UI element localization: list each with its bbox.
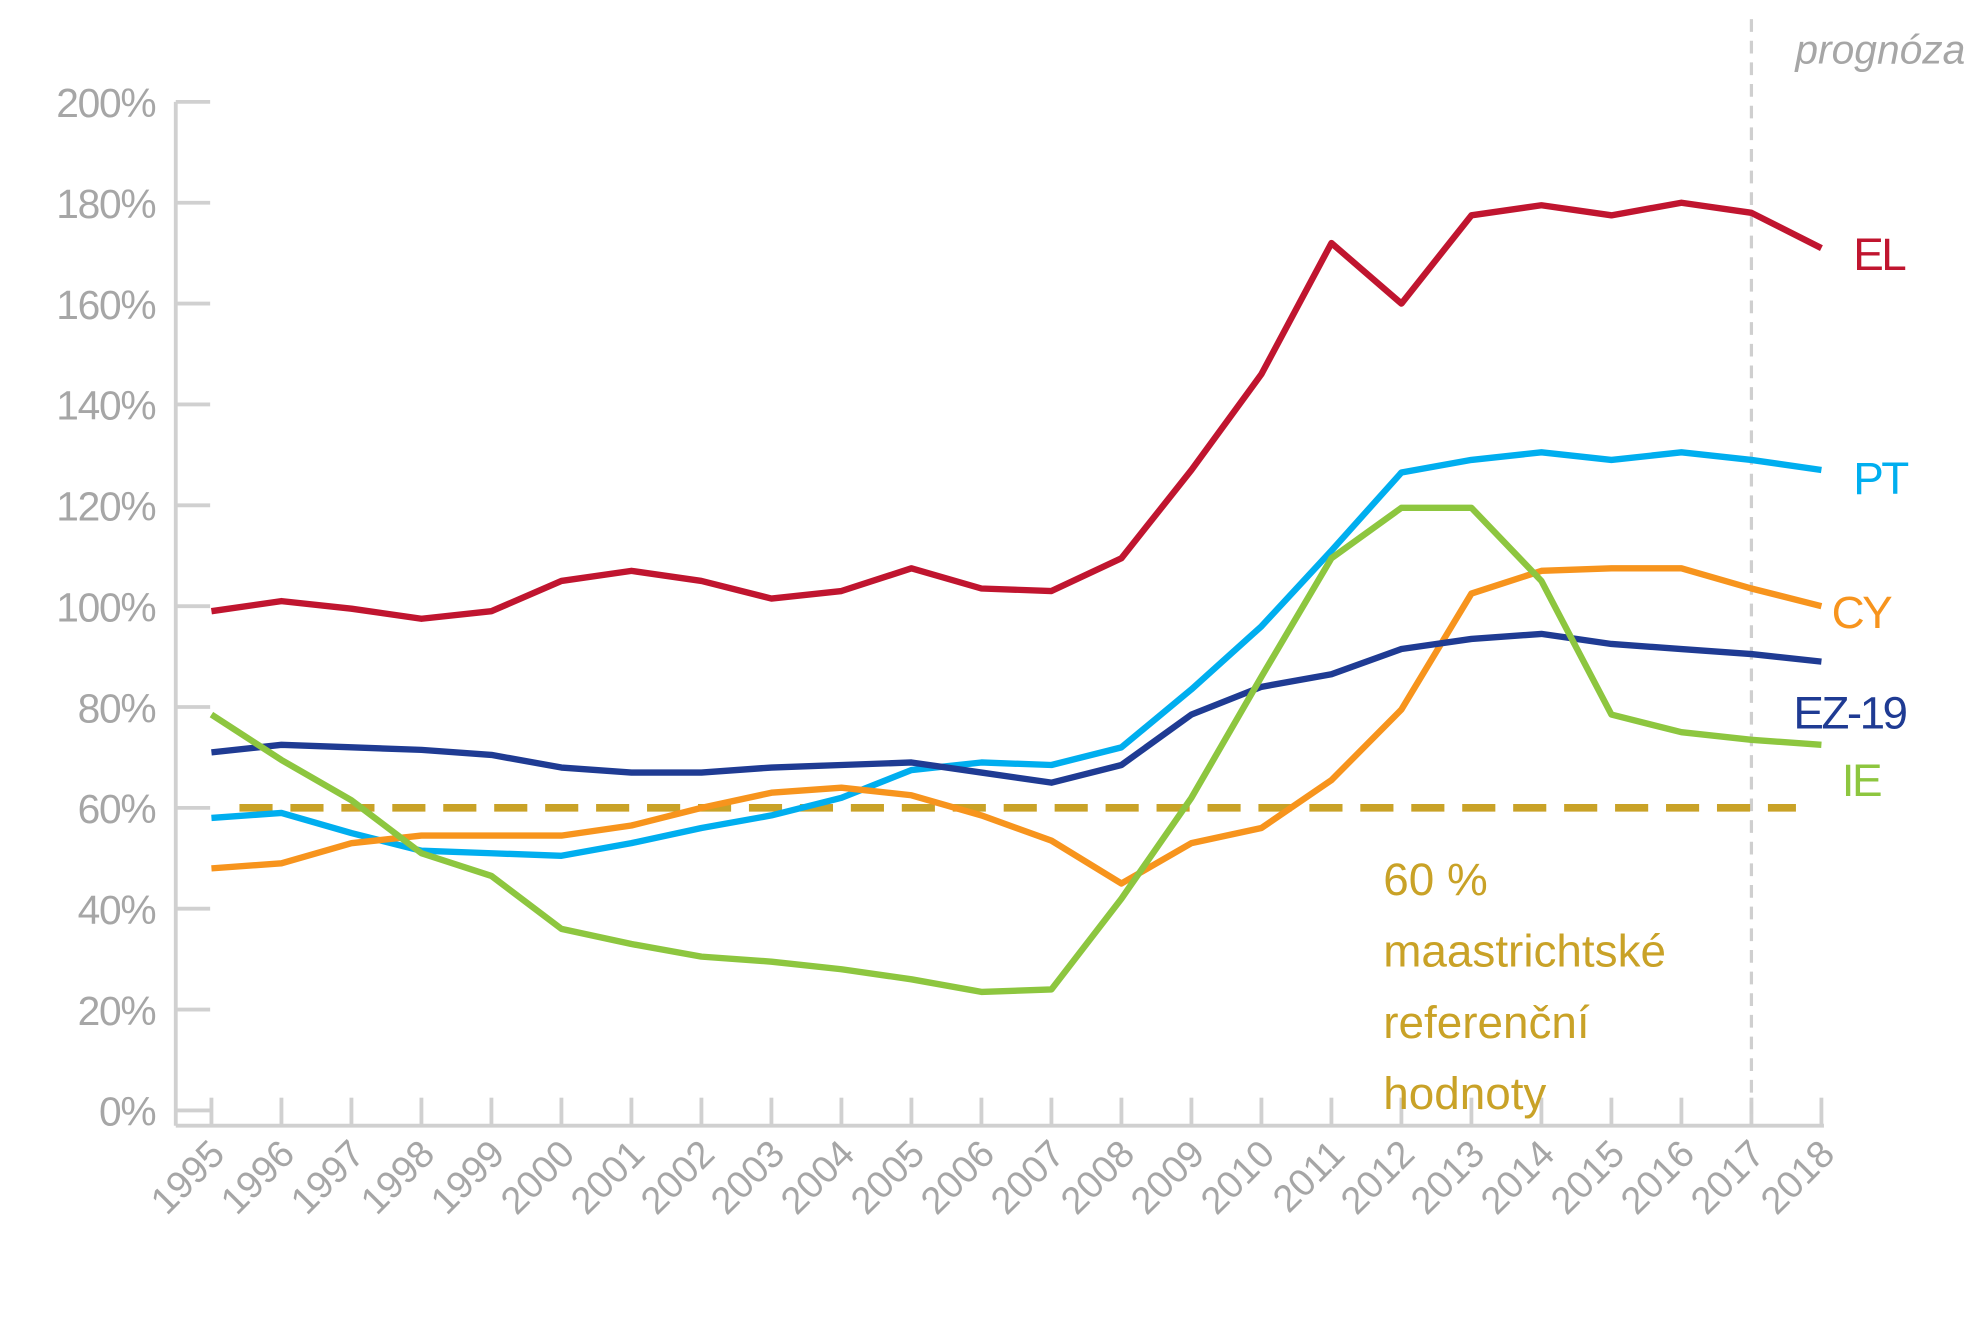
y-tick-label: 20% [78, 988, 156, 1034]
reference-note-line: hodnoty [1383, 1068, 1546, 1119]
x-tick-label: 2004 [773, 1132, 863, 1222]
series-label-pt: PT [1853, 453, 1908, 504]
y-tick-label: 180% [56, 181, 155, 227]
y-tick-label: 80% [78, 685, 156, 731]
x-tick-label: 2001 [563, 1132, 653, 1222]
x-tick-label: 1995 [143, 1132, 233, 1222]
reference-note-line: 60 % [1383, 854, 1487, 905]
y-tick-label: 0% [99, 1089, 155, 1135]
series-line-ez-19 [211, 630, 1822, 786]
y-tick-label: 200% [56, 80, 155, 126]
x-tick-label: 2009 [1123, 1132, 1213, 1222]
x-tick-label: 2017 [1683, 1132, 1773, 1222]
series-label-ez-19: EZ-19 [1793, 687, 1906, 738]
x-tick-label: 2015 [1543, 1132, 1633, 1222]
x-tick-label: 2007 [983, 1132, 1073, 1222]
x-tick-label: 1998 [353, 1132, 443, 1222]
x-tick-label: 2006 [913, 1132, 1003, 1222]
x-tick-label: 2010 [1193, 1132, 1283, 1222]
series-line-cy [211, 565, 1823, 887]
reference-note-line: maastrichtské [1383, 926, 1666, 977]
y-tick-label: 140% [56, 383, 155, 429]
x-tick-label: 2012 [1333, 1132, 1423, 1222]
y-tick-label: 120% [56, 484, 155, 530]
x-tick-label: 2002 [633, 1132, 723, 1222]
x-tick-label: 1996 [213, 1132, 303, 1222]
forecast-label: prognóza [1793, 27, 1965, 73]
series-labels: EL PT CY EZ-19 IE [1793, 229, 1910, 806]
x-tick-label: 1999 [423, 1132, 513, 1222]
series-label-ie: IE [1842, 755, 1881, 806]
x-tick-label: 2000 [493, 1132, 583, 1222]
reference-note-line: referenční [1383, 997, 1590, 1048]
x-tick-label: 2016 [1613, 1132, 1703, 1222]
x-tick-label: 2005 [843, 1132, 933, 1222]
x-tick-label: 2011 [1265, 1132, 1353, 1220]
y-tick-label: 160% [56, 282, 155, 328]
x-tick-label: 2008 [1053, 1132, 1143, 1222]
reference-note: 60 % maastrichtské referenční hodnoty [1383, 854, 1666, 1119]
series-line-ie [209, 504, 1822, 996]
x-tick-label: 2013 [1403, 1132, 1493, 1222]
y-tick-label: 100% [56, 584, 155, 630]
x-tick-label: 1997 [283, 1132, 373, 1222]
x-tick-label: 2003 [703, 1132, 793, 1222]
series-line-pt [211, 449, 1822, 859]
series-label-el: EL [1853, 229, 1905, 280]
series-line-el [210, 199, 1823, 622]
series-lines [209, 199, 1823, 996]
x-tick-label: 2018 [1753, 1132, 1843, 1222]
y-tick-label: 60% [78, 786, 156, 832]
y-tick-label: 40% [78, 887, 156, 933]
series-label-cy: CY [1832, 587, 1893, 638]
x-tick-label: 2014 [1473, 1132, 1563, 1222]
